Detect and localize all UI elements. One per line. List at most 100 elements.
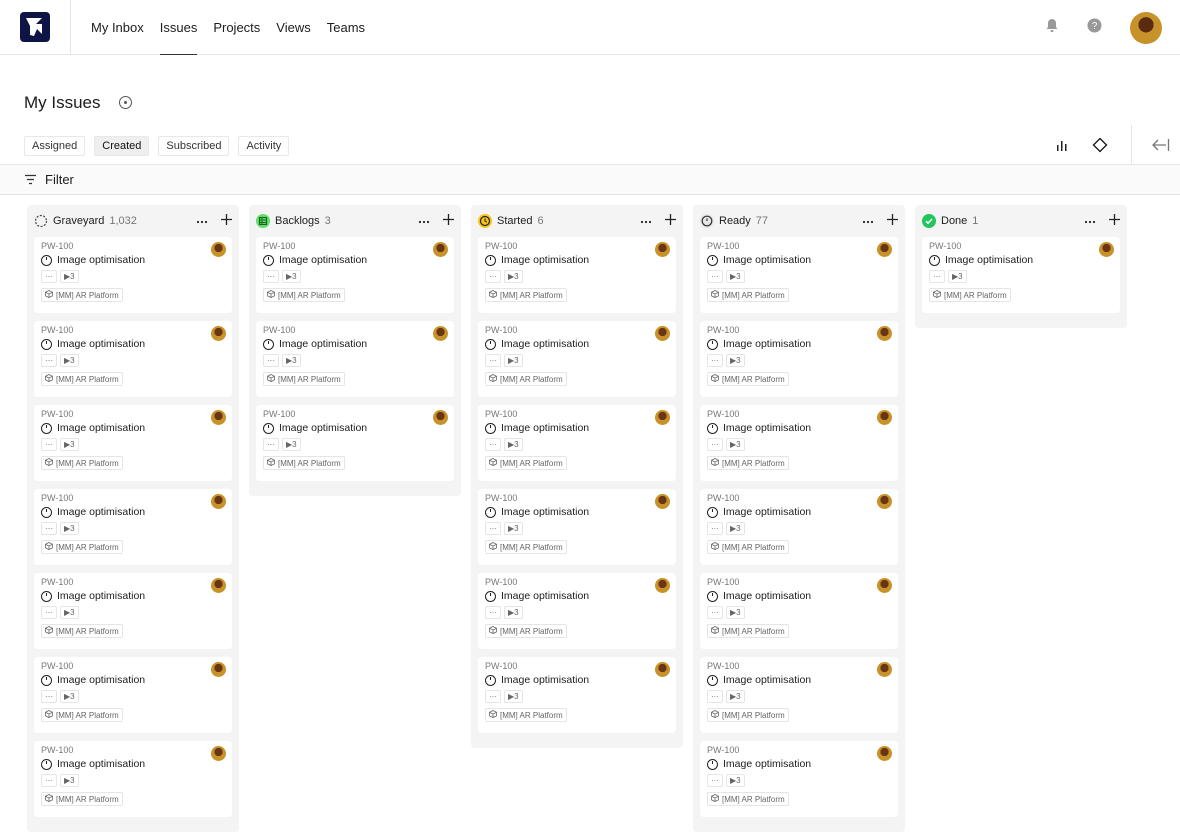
issue-card[interactable]: PW-100 Image optimisation ··· ▶ 3 [MM] AR Pl…: [34, 405, 232, 481]
more-options-badge[interactable]: ···: [485, 354, 501, 367]
sub-issues-badge[interactable]: ▶ 3: [504, 690, 523, 703]
issue-card[interactable]: PW-100 Image optimisation ··· ▶ 3 [MM] AR Pl…: [256, 405, 454, 481]
project-tag[interactable]: [MM] AR Platform: [263, 372, 345, 386]
more-options-badge[interactable]: ···: [485, 270, 501, 283]
project-tag[interactable]: [MM] AR Platform: [263, 456, 345, 470]
sub-issues-badge[interactable]: ▶ 3: [504, 522, 523, 535]
assignee-avatar[interactable]: [655, 494, 670, 509]
assignee-avatar[interactable]: [433, 326, 448, 341]
project-tag[interactable]: [MM] AR Platform: [41, 708, 123, 722]
add-issue-icon[interactable]: [1109, 214, 1120, 228]
sub-issues-badge[interactable]: ▶ 3: [282, 438, 301, 451]
more-icon[interactable]: [1084, 215, 1096, 227]
more-options-badge[interactable]: ···: [707, 354, 723, 367]
tab-created[interactable]: Created: [94, 136, 150, 156]
issue-card[interactable]: PW-100 Image optimisation ··· ▶ 3 [MM] AR Pl…: [34, 741, 232, 817]
assignee-avatar[interactable]: [877, 494, 892, 509]
sub-issues-badge[interactable]: ▶ 3: [60, 270, 79, 283]
project-tag[interactable]: [MM] AR Platform: [485, 372, 567, 386]
issue-card[interactable]: PW-100 Image optimisation ··· ▶ 3 [MM] AR Pl…: [256, 237, 454, 313]
more-icon[interactable]: [196, 215, 208, 227]
sub-issues-badge[interactable]: ▶ 3: [60, 690, 79, 703]
sub-issues-badge[interactable]: ▶ 3: [504, 438, 523, 451]
sub-issues-badge[interactable]: ▶ 3: [60, 774, 79, 787]
assignee-avatar[interactable]: [655, 410, 670, 425]
issue-card[interactable]: PW-100 Image optimisation ··· ▶ 3 [MM] AR Pl…: [700, 573, 898, 649]
sub-issues-badge[interactable]: ▶ 3: [282, 270, 301, 283]
assignee-avatar[interactable]: [433, 410, 448, 425]
project-tag[interactable]: [MM] AR Platform: [707, 372, 789, 386]
sub-issues-badge[interactable]: ▶ 3: [282, 354, 301, 367]
assignee-avatar[interactable]: [877, 578, 892, 593]
assignee-avatar[interactable]: [877, 242, 892, 257]
issue-card[interactable]: PW-100 Image optimisation ··· ▶ 3 [MM] AR Pl…: [478, 405, 676, 481]
sub-issues-badge[interactable]: ▶ 3: [60, 606, 79, 619]
project-tag[interactable]: [MM] AR Platform: [41, 792, 123, 806]
tab-subscribed[interactable]: Subscribed: [158, 136, 230, 156]
add-issue-icon[interactable]: [887, 214, 898, 228]
nav-views[interactable]: Views: [276, 19, 311, 35]
assignee-avatar[interactable]: [655, 662, 670, 677]
sub-issues-badge[interactable]: ▶ 3: [60, 354, 79, 367]
more-options-badge[interactable]: ···: [485, 606, 501, 619]
issue-card[interactable]: PW-100 Image optimisation ··· ▶ 3 [MM] AR Pl…: [700, 489, 898, 565]
project-tag[interactable]: [MM] AR Platform: [707, 792, 789, 806]
nav-my-inbox[interactable]: My Inbox: [91, 19, 144, 35]
issue-card[interactable]: PW-100 Image optimisation ··· ▶ 3 [MM] AR Pl…: [478, 657, 676, 733]
more-options-badge[interactable]: ···: [41, 354, 57, 367]
sub-issues-badge[interactable]: ▶ 3: [726, 606, 745, 619]
project-tag[interactable]: [MM] AR Platform: [41, 540, 123, 554]
assignee-avatar[interactable]: [211, 410, 226, 425]
nav-teams[interactable]: Teams: [326, 19, 366, 35]
more-icon[interactable]: [640, 215, 652, 227]
issue-card[interactable]: PW-100 Image optimisation ··· ▶ 3 [MM] AR Pl…: [34, 657, 232, 733]
issue-card[interactable]: PW-100 Image optimisation ··· ▶ 3 [MM] AR Pl…: [478, 489, 676, 565]
sub-issues-badge[interactable]: ▶ 3: [504, 354, 523, 367]
more-icon[interactable]: [418, 215, 430, 227]
assignee-avatar[interactable]: [877, 326, 892, 341]
project-tag[interactable]: [MM] AR Platform: [263, 288, 345, 302]
issue-card[interactable]: PW-100 Image optimisation ··· ▶ 3 [MM] AR Pl…: [700, 405, 898, 481]
more-options-badge[interactable]: ···: [41, 690, 57, 703]
assignee-avatar[interactable]: [655, 578, 670, 593]
project-tag[interactable]: [MM] AR Platform: [707, 624, 789, 638]
more-options-badge[interactable]: ···: [707, 774, 723, 787]
issue-card[interactable]: PW-100 Image optimisation ··· ▶ 3 [MM] AR Pl…: [478, 573, 676, 649]
issue-card[interactable]: PW-100 Image optimisation ··· ▶ 3 [MM] AR Pl…: [700, 321, 898, 397]
nav-issues[interactable]: Issues: [152, 0, 206, 55]
issue-card[interactable]: PW-100 Image optimisation ··· ▶ 3 [MM] AR Pl…: [34, 237, 232, 313]
project-tag[interactable]: [MM] AR Platform: [41, 288, 123, 302]
issue-card[interactable]: PW-100 Image optimisation ··· ▶ 3 [MM] AR Pl…: [34, 573, 232, 649]
issue-card[interactable]: PW-100 Image optimisation ··· ▶ 3 [MM] AR Pl…: [478, 321, 676, 397]
issue-card[interactable]: PW-100 Image optimisation ··· ▶ 3 [MM] AR Pl…: [700, 237, 898, 313]
nav-projects[interactable]: Projects: [213, 19, 261, 35]
sub-issues-badge[interactable]: ▶ 3: [504, 606, 523, 619]
more-options-badge[interactable]: ···: [707, 438, 723, 451]
more-options-badge[interactable]: ···: [41, 522, 57, 535]
issue-card[interactable]: PW-100 Image optimisation ··· ▶ 3 [MM] AR Pl…: [478, 237, 676, 313]
sub-issues-badge[interactable]: ▶ 3: [726, 438, 745, 451]
assignee-avatar[interactable]: [655, 326, 670, 341]
target-icon[interactable]: [119, 96, 132, 109]
tab-activity[interactable]: Activity: [238, 136, 290, 156]
sub-issues-badge[interactable]: ▶ 3: [726, 774, 745, 787]
issue-card[interactable]: PW-100 Image optimisation ··· ▶ 3 [MM] AR Pl…: [922, 237, 1120, 313]
app-logo[interactable]: [0, 0, 71, 55]
assignee-avatar[interactable]: [211, 578, 226, 593]
more-options-badge[interactable]: ···: [707, 522, 723, 535]
add-issue-icon[interactable]: [443, 214, 454, 228]
assignee-avatar[interactable]: [877, 746, 892, 761]
more-options-badge[interactable]: ···: [41, 270, 57, 283]
more-options-badge[interactable]: ···: [485, 522, 501, 535]
project-tag[interactable]: [MM] AR Platform: [707, 708, 789, 722]
assignee-avatar[interactable]: [877, 662, 892, 677]
project-tag[interactable]: [MM] AR Platform: [485, 540, 567, 554]
more-options-badge[interactable]: ···: [707, 690, 723, 703]
assignee-avatar[interactable]: [211, 242, 226, 257]
user-avatar[interactable]: [1130, 11, 1162, 44]
more-options-badge[interactable]: ···: [41, 774, 57, 787]
tab-assigned[interactable]: Assigned: [24, 136, 86, 156]
sub-issues-badge[interactable]: ▶ 3: [60, 522, 79, 535]
project-tag[interactable]: [MM] AR Platform: [707, 288, 789, 302]
project-tag[interactable]: [MM] AR Platform: [485, 708, 567, 722]
